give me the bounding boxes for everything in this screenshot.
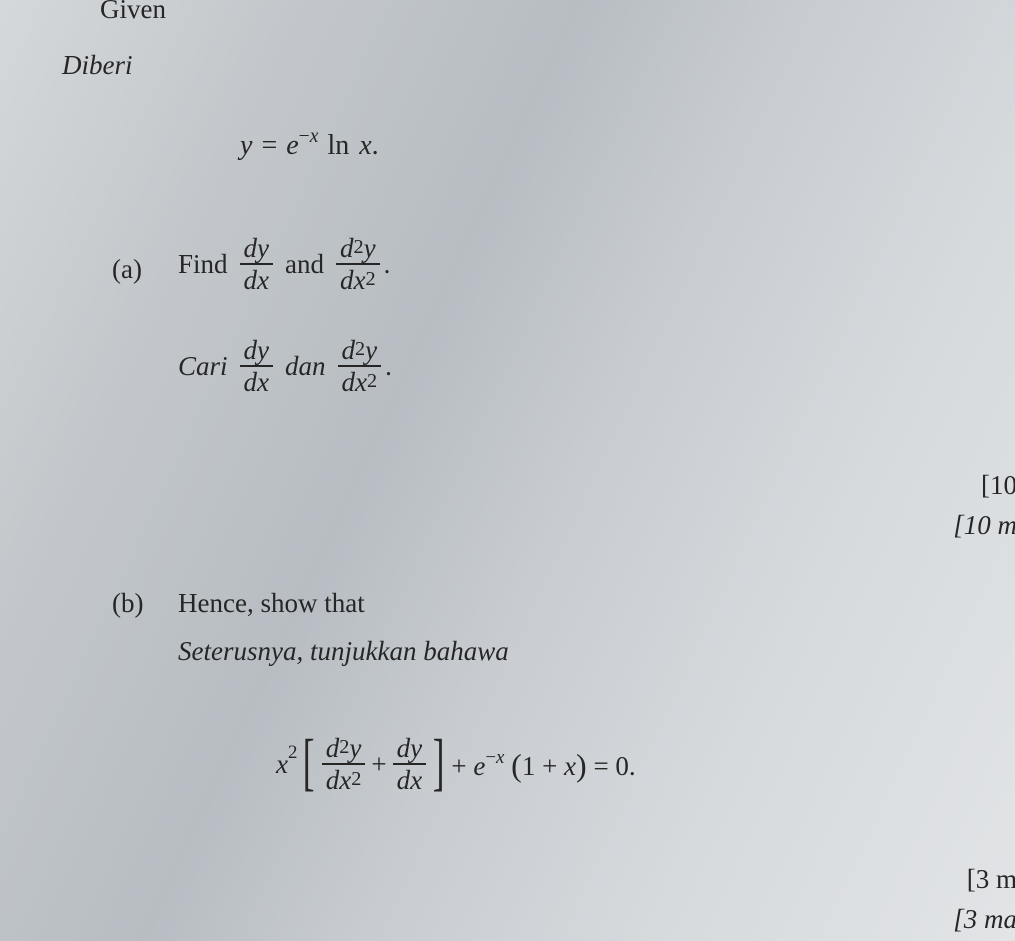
marks-a-en: [10 xyxy=(981,470,1015,501)
part-a-instruction-my: Cari dy dx dan d2y dx2 . xyxy=(178,336,392,397)
part-b-label: (b) xyxy=(112,588,143,619)
left-bracket: [ xyxy=(303,730,315,794)
definition-equation: y = e−x ln x. xyxy=(240,130,379,162)
frac-dy-dx-a-my: dy dx xyxy=(240,336,273,397)
part-b-equation: x 2 [ d2y dx2 + dy dx ] + e−x (1 + x) = … xyxy=(276,732,636,796)
frac-d2y-dx2-a-my: d2y dx2 xyxy=(338,336,382,397)
frac-dy-dx-a-en: dy dx xyxy=(240,234,273,295)
part-a-en-suffix: . xyxy=(382,249,391,280)
exam-page: Given Diberi y = e−x ln x. (a) Find dy d… xyxy=(0,0,1015,941)
marks-a-my: [10 m xyxy=(953,510,1015,541)
frac-d2y-dx2-b: d2y dx2 xyxy=(322,734,366,795)
and-word: and xyxy=(275,249,334,280)
marks-b-my: [3 ma xyxy=(953,904,1015,935)
part-a-instruction-en: Find dy dx and d2y dx2 . xyxy=(178,234,390,295)
part-b-instruction-my: Seterusnya, tunjukkan bahawa xyxy=(178,636,509,667)
given-my: Diberi xyxy=(62,50,133,81)
given-en: Given xyxy=(100,0,166,25)
part-b-instruction-en: Hence, show that xyxy=(178,588,365,619)
x-base: x xyxy=(276,749,288,780)
marks-b-en: [3 m xyxy=(967,864,1015,895)
x-exp: 2 xyxy=(288,742,298,764)
find-word: Find xyxy=(178,249,238,280)
eq-tail: + e−x (1 + x) = 0. xyxy=(449,746,635,783)
right-bracket: ] xyxy=(433,730,445,794)
cari-word: Cari xyxy=(178,351,238,382)
part-a-label: (a) xyxy=(112,254,142,285)
frac-dy-dx-b: dy dx xyxy=(393,734,426,795)
dan-word: dan xyxy=(275,351,336,382)
plus-in-bracket: + xyxy=(367,749,390,780)
part-a-my-suffix: . xyxy=(383,351,392,382)
frac-d2y-dx2-a-en: d2y dx2 xyxy=(336,234,380,295)
